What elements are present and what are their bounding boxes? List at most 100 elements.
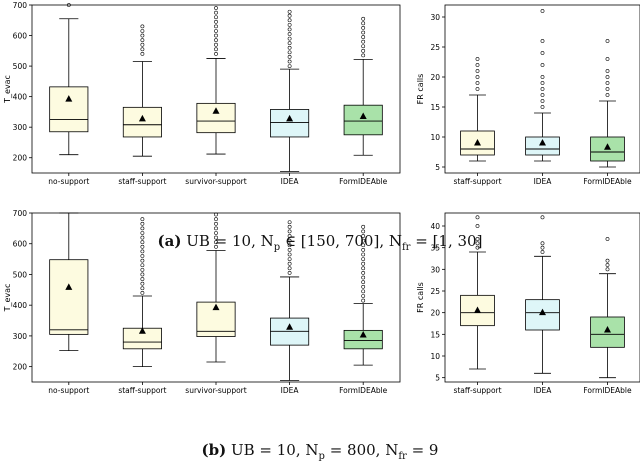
box-survivor-support: survivor-support: [185, 212, 247, 395]
caption-a-p-text: ∈ [150, 700], N: [280, 232, 402, 250]
mean-marker: [604, 143, 611, 150]
y-tick-label: 20: [430, 309, 440, 318]
y-tick-label: 15: [430, 330, 440, 339]
flier-point: [605, 93, 610, 97]
flier-point: [605, 258, 610, 263]
flier-point: [140, 235, 145, 240]
flier-point: [287, 261, 292, 266]
flier-point: [140, 226, 145, 231]
flier-point: [475, 245, 480, 250]
flier-point: [540, 241, 545, 246]
flier-point: [140, 42, 145, 47]
mean-marker: [539, 139, 546, 146]
box-IDEA: IDEA: [525, 9, 560, 186]
flier-point: [540, 245, 545, 250]
x-tick-label: survivor-support: [185, 177, 246, 186]
flier-point: [214, 24, 218, 29]
flier-point: [361, 252, 366, 257]
caption-b-fr-text: = 9: [406, 441, 439, 459]
flier-point: [361, 298, 366, 303]
box-no-support: no-support: [48, 212, 89, 395]
mean-marker: [65, 283, 73, 290]
mean-marker: [138, 114, 146, 122]
flier-point: [140, 47, 145, 52]
flier-point: [140, 51, 145, 56]
mean-marker: [539, 308, 546, 316]
flier-point: [475, 224, 480, 228]
flier-point: [540, 51, 545, 55]
flier-point: [214, 240, 218, 245]
flier-point: [140, 249, 145, 254]
flier-point: [66, 3, 71, 7]
flier-point: [214, 33, 218, 38]
chart-a-evac: 200 300 400 500 600 700 T_evac no-support staff-…: [3, 1, 401, 186]
caption-a-p-sub: p: [273, 242, 281, 253]
flier-point: [140, 258, 145, 263]
y-axis-label: FR calls: [416, 282, 425, 313]
flier-point: [140, 267, 145, 272]
mean-marker: [65, 95, 73, 102]
flier-point: [475, 63, 480, 67]
y-tick-label: 700: [13, 209, 28, 218]
flier-point: [361, 234, 366, 238]
chart-b-evac: 200 300 400 500 600 700 T_evac no-support staff-…: [3, 209, 401, 395]
flier-point: [140, 277, 145, 281]
box-staff-support: staff-support: [453, 57, 502, 186]
box-survivor-support: survivor-support: [185, 6, 247, 186]
y-tick-label: 5: [435, 374, 440, 383]
y-tick-label: 400: [13, 301, 28, 310]
y-tick-label: 10: [430, 133, 440, 142]
flier-point: [475, 57, 480, 61]
box-IDEA: IDEA: [270, 220, 310, 395]
y-tick-label: 10: [430, 352, 440, 361]
flier-point: [605, 81, 610, 85]
y-tick-label: 300: [13, 332, 28, 341]
flier-point: [214, 51, 218, 56]
flier-point: [361, 39, 366, 44]
chart-a-fr: 5 10 15 20 25 30 FR calls staff-support IDEA Form…: [416, 4, 640, 186]
flier-point: [287, 22, 292, 27]
y-tick-label: 600: [13, 32, 28, 41]
flier-point: [214, 217, 218, 222]
flier-point: [287, 252, 292, 257]
box-staff-support: staff-support: [118, 24, 167, 186]
caption-b-text: UB = 10, N: [230, 441, 319, 459]
flier-point: [361, 35, 366, 39]
flier-point: [605, 69, 610, 73]
flier-point: [287, 229, 292, 234]
flier-point: [140, 281, 145, 286]
flier-point: [214, 38, 218, 43]
y-tick-label: 200: [13, 363, 28, 372]
flier-point: [475, 215, 480, 220]
x-tick-label: staff-support: [118, 177, 166, 186]
box-no-support: no-support: [48, 3, 89, 186]
flier-point: [475, 75, 480, 79]
box-body: [343, 329, 383, 350]
flier-point: [540, 63, 545, 67]
x-tick-label: staff-support: [453, 177, 501, 186]
flier-point: [140, 221, 145, 226]
flier-point: [287, 257, 292, 261]
flier-point: [214, 212, 218, 217]
y-tick-label: 400: [13, 93, 28, 102]
caption-b: (b) UB = 10, Np = 800, Nfr = 9: [0, 441, 640, 462]
y-tick-label: 35: [430, 244, 440, 253]
box-IDEA: IDEA: [270, 9, 310, 186]
flier-point: [361, 243, 366, 248]
flier-point: [361, 247, 366, 252]
mean-marker: [212, 303, 220, 311]
flier-point: [361, 289, 366, 294]
chart-b-fr: 5 10 15 20 25 30 35 40 FR calls staff-support IDEA…: [416, 212, 640, 395]
caption-a-fr-text: = [1, 30]: [410, 232, 483, 250]
box-body: [49, 86, 89, 133]
flier-point: [361, 257, 366, 261]
flier-point: [287, 36, 292, 41]
flier-point: [475, 241, 480, 246]
box-FormIDEAble: FormIDEAble: [583, 237, 632, 395]
caption-b-label: (b): [201, 441, 227, 459]
mean-marker: [474, 139, 481, 146]
mean-marker: [359, 330, 367, 338]
flier-point: [287, 13, 292, 18]
flier-point: [540, 250, 545, 254]
